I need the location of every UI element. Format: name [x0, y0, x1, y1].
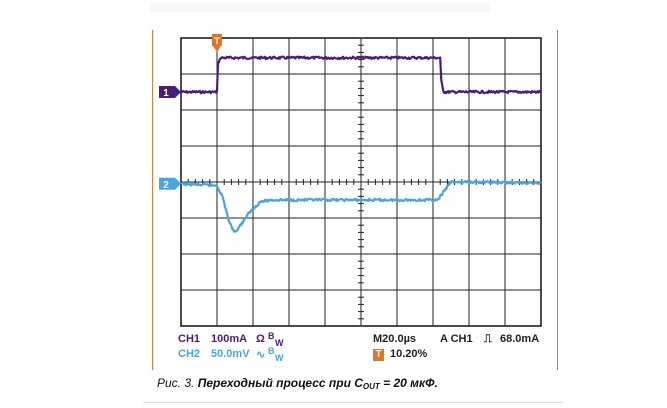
timebase: M20.0µs [373, 333, 417, 345]
oscilloscope-frame [152, 30, 558, 370]
ch1-symbols: Ω [256, 333, 265, 345]
trigger-position-icon: T [373, 349, 384, 361]
channel-1-marker-shape [159, 86, 181, 98]
caption-sub: OUT [362, 382, 380, 391]
ch2-bw: B [268, 346, 275, 356]
caption-text: Переходный процесс при C [197, 376, 363, 390]
ch2-scale: 50.0mV [211, 348, 250, 360]
ch1-bw: B [268, 331, 275, 341]
channel-2-marker: 2 [159, 177, 181, 191]
trigger-source: A CH1 [440, 333, 473, 345]
ch2-symbols: ∿ [256, 349, 266, 361]
ch1-bw-sub: W [275, 338, 284, 348]
trigger-slope-icon: ⎍ [484, 333, 492, 345]
series-ch1-line [180, 55, 542, 95]
ch2-label: CH2 [178, 348, 201, 360]
caption-suffix: = 20 мкФ. [379, 376, 438, 390]
trigger-marker: T [212, 34, 222, 52]
channel-1-marker: 1 [159, 86, 181, 99]
trigger-marker-label: T [214, 36, 220, 46]
ch1-label: CH1 [178, 333, 201, 345]
channel-2-marker-label: 2 [163, 180, 169, 191]
trigger-marker-box [212, 34, 222, 46]
channel-2-marker-shape [159, 177, 181, 190]
caption-prefix: Рис. 3. [157, 376, 195, 390]
trigger-position: 10.20% [390, 348, 428, 360]
ch2-bw-sub: W [275, 353, 284, 363]
figure-caption: Рис. 3. Переходный процесс при COUT = 20… [157, 376, 438, 391]
trigger-level: 68.0mA [500, 333, 540, 345]
channel-1-marker-label: 1 [163, 88, 169, 99]
divider [143, 402, 563, 403]
background-bleed [150, 2, 490, 12]
series-ch2-line [180, 179, 542, 233]
ch1-scale: 100mA [211, 333, 248, 345]
trigger-marker-arrow [213, 46, 221, 52]
